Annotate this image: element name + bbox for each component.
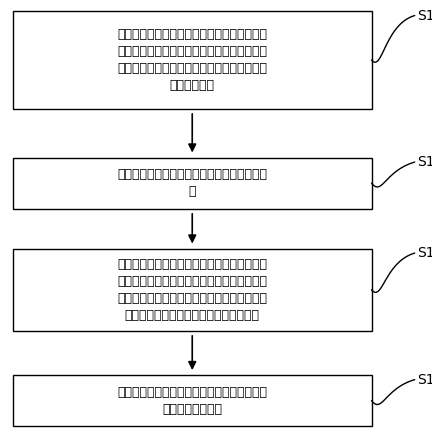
Text: 基于热发射显微镜采集待测芯片的温度分布信: 基于热发射显微镜采集待测芯片的温度分布信 <box>117 28 267 41</box>
Text: 定缺陷位置的深度位置信息；相位值映射表为: 定缺陷位置的深度位置信息；相位值映射表为 <box>117 275 267 288</box>
Bar <box>13 249 372 331</box>
Text: 根据相位值信息与相位值映射表进行比对，确: 根据相位值信息与相位值映射表进行比对，确 <box>117 258 267 271</box>
Text: 利用温度分布信息确定缺陷位置的平面位置信: 利用温度分布信息确定缺陷位置的平面位置信 <box>117 168 267 181</box>
Text: 置的三维位置信息: 置的三维位置信息 <box>162 403 222 416</box>
Text: 息: 息 <box>188 185 196 198</box>
Bar <box>13 158 372 209</box>
Text: 根据平面位置信息和深度位置信息确定缺陷位: 根据平面位置信息和深度位置信息确定缺陷位 <box>117 386 267 399</box>
Text: S102: S102 <box>417 155 432 169</box>
Text: 热信号从缺陷位置发出到被热发射显微镜采集: 热信号从缺陷位置发出到被热发射显微镜采集 <box>117 62 267 75</box>
Text: 息和缺陷位置的相位值信息；相位值信息表征: 息和缺陷位置的相位值信息；相位值信息表征 <box>117 45 267 58</box>
Bar <box>13 11 372 109</box>
Text: 基于无缺陷堆叠芯片中测量点的相位值信息组: 基于无缺陷堆叠芯片中测量点的相位值信息组 <box>117 292 267 305</box>
Text: 与测量点的深度位置信息组建立的映射表: 与测量点的深度位置信息组建立的映射表 <box>125 309 260 321</box>
Text: S103: S103 <box>417 246 432 260</box>
Text: S104: S104 <box>417 373 432 387</box>
Text: S101: S101 <box>417 8 432 23</box>
Bar <box>13 375 372 426</box>
Text: 所经过的路径: 所经过的路径 <box>170 79 215 92</box>
